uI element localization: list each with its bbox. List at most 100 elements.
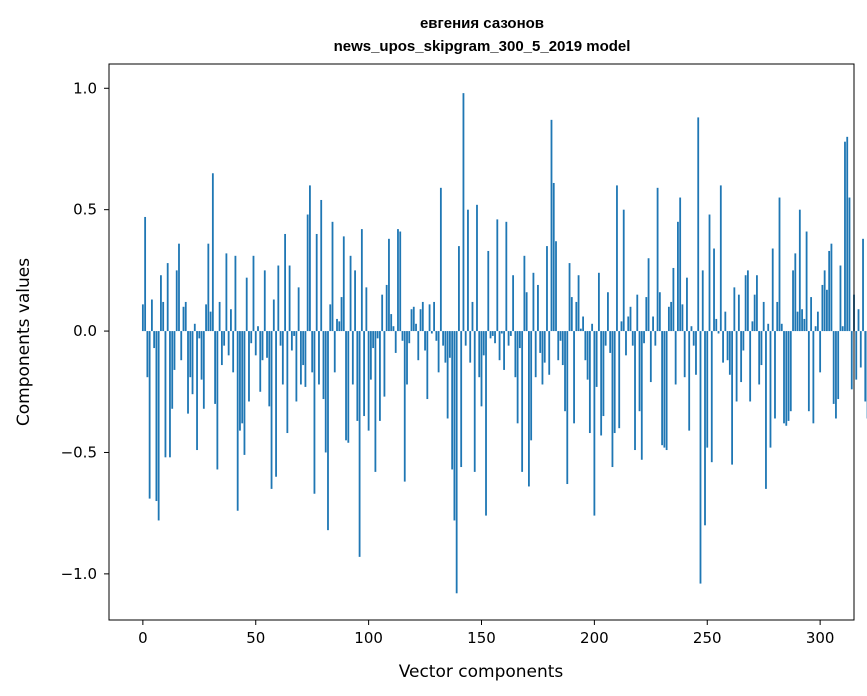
bar-144 — [467, 209, 469, 332]
bar-280 — [774, 331, 776, 419]
bar-234 — [670, 301, 673, 332]
bar-237 — [677, 221, 679, 332]
bar-164 — [512, 275, 515, 332]
bar-17 — [180, 331, 183, 361]
x-tick-label: 100 — [354, 629, 383, 647]
bar-192 — [575, 301, 578, 332]
bar-199 — [591, 323, 594, 332]
bar-305 — [830, 243, 833, 332]
bar-208 — [611, 331, 614, 468]
bar-272 — [756, 275, 758, 332]
bar-227 — [654, 331, 657, 346]
bar-297 — [812, 331, 815, 424]
bar-162 — [507, 331, 510, 346]
bar-93 — [351, 331, 354, 385]
bar-156 — [494, 331, 496, 344]
bar-300 — [819, 331, 822, 373]
bar-201 — [595, 331, 598, 387]
bar-139 — [455, 331, 458, 594]
bar-121 — [415, 323, 417, 332]
bar-142 — [462, 93, 465, 332]
bar-296 — [810, 297, 813, 332]
bar-258 — [724, 311, 727, 332]
bar-28 — [205, 304, 207, 332]
bar-89 — [342, 236, 345, 332]
bar-229 — [658, 292, 661, 332]
chart-title-line-2: news_upos_skipgram_300_5_2019 model — [334, 38, 631, 55]
bar-141 — [460, 331, 463, 468]
bar-5 — [153, 331, 156, 349]
bar-169 — [523, 255, 526, 332]
bar-106 — [381, 294, 384, 332]
y-tick-label: 1.0 — [73, 79, 97, 97]
bar-68 — [295, 331, 298, 402]
bar-262 — [733, 287, 736, 332]
bar-117 — [406, 331, 408, 385]
bar-196 — [584, 331, 587, 361]
bar-11 — [166, 263, 169, 332]
bar-55 — [266, 331, 268, 358]
bar-252 — [710, 331, 713, 463]
bar-257 — [722, 331, 724, 363]
bar-240 — [683, 331, 686, 378]
bar-66 — [290, 331, 293, 351]
bar-62 — [281, 331, 284, 385]
bar-203 — [600, 331, 603, 436]
y-tick-label: 0.0 — [73, 322, 97, 340]
bar-69 — [297, 287, 300, 332]
bar-101 — [369, 331, 372, 380]
bar-187 — [564, 331, 566, 412]
bar-100 — [367, 331, 370, 431]
bar-188 — [566, 331, 569, 485]
bar-312 — [846, 136, 849, 332]
bar-120 — [412, 306, 415, 332]
bar-261 — [731, 331, 733, 465]
bar-275 — [762, 301, 765, 332]
bar-281 — [776, 301, 779, 332]
bar-70 — [299, 331, 302, 385]
bar-18 — [182, 306, 185, 332]
y-tick-label: 0.5 — [73, 201, 97, 219]
bar-58 — [272, 299, 275, 332]
bar-158 — [498, 331, 501, 361]
bar-221 — [640, 331, 643, 460]
bar-241 — [686, 277, 688, 332]
bar-77 — [315, 233, 318, 332]
bar-271 — [753, 294, 756, 332]
x-tick-label: 250 — [693, 629, 722, 647]
bar-56 — [268, 331, 271, 407]
bar-178 — [543, 331, 546, 363]
y-axis-label: Components values — [14, 258, 34, 426]
bar-74 — [309, 185, 311, 332]
bar-98 — [363, 331, 366, 417]
bar-270 — [751, 321, 754, 332]
bar-301 — [821, 284, 824, 332]
bar-170 — [525, 292, 528, 332]
bar-146 — [471, 301, 474, 332]
bar-198 — [588, 331, 591, 434]
bar-304 — [828, 250, 831, 332]
bar-50 — [254, 331, 257, 356]
bar-264 — [737, 294, 740, 332]
x-tick-label: 300 — [806, 629, 835, 647]
bar-140 — [458, 246, 460, 332]
bar-210 — [616, 185, 618, 332]
bar-298 — [814, 326, 817, 332]
bar-163 — [509, 331, 512, 336]
bar-285 — [785, 331, 788, 426]
bar-37 — [225, 253, 228, 332]
bar-290 — [796, 311, 799, 332]
bar-239 — [681, 304, 684, 332]
bar-109 — [388, 238, 390, 332]
bar-195 — [582, 316, 584, 332]
bar-238 — [679, 197, 682, 332]
y-axis-ticks: 1.0 0.5 0.0 −0.5 −1.0 — [61, 79, 109, 583]
bar-80 — [322, 331, 325, 400]
y-tick-label: −0.5 — [61, 443, 97, 461]
bar-260 — [728, 331, 731, 375]
plot-frame — [108, 63, 855, 621]
bar-309 — [839, 265, 842, 332]
bar-218 — [634, 331, 636, 451]
bar-6 — [155, 331, 158, 502]
bar-123 — [419, 309, 422, 332]
